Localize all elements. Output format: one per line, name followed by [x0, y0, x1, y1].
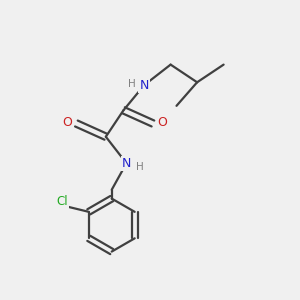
Text: N: N — [122, 157, 131, 170]
Text: O: O — [62, 116, 72, 128]
Text: O: O — [158, 116, 167, 128]
Text: H: H — [136, 162, 144, 172]
Text: N: N — [140, 79, 149, 92]
Text: H: H — [128, 79, 136, 89]
Text: Cl: Cl — [56, 195, 68, 208]
